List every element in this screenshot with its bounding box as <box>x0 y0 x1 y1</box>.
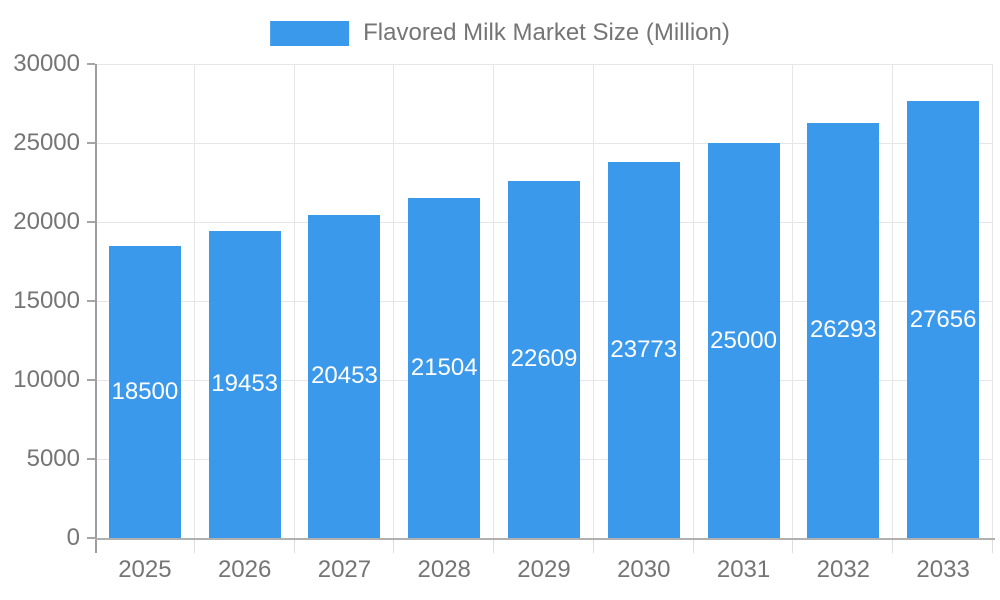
bar-value-label: 18500 <box>111 377 179 405</box>
y-axis-tick <box>87 537 95 539</box>
y-axis-tick-label: 5000 <box>26 445 80 472</box>
x-axis-line <box>95 538 995 540</box>
y-gridline <box>96 63 993 65</box>
x-gridline <box>293 64 295 538</box>
y-axis-tick-label: 15000 <box>13 287 80 314</box>
bar[interactable] <box>807 122 880 538</box>
x-gridline <box>792 64 794 538</box>
x-axis-tick <box>692 540 694 553</box>
x-axis-tick-label: 2025 <box>118 556 172 583</box>
bar[interactable] <box>108 245 181 538</box>
y-axis-tick <box>87 379 95 381</box>
legend-swatch <box>270 20 350 46</box>
bar[interactable] <box>508 180 580 538</box>
bar[interactable] <box>208 230 281 538</box>
bar[interactable] <box>707 143 780 538</box>
y-axis-tick <box>87 142 95 144</box>
x-axis-tick-label: 2030 <box>617 556 671 583</box>
x-axis-tick-label: 2028 <box>417 556 471 583</box>
y-axis-tick-label: 30000 <box>13 50 80 77</box>
bar[interactable] <box>907 101 980 538</box>
x-gridline <box>592 64 594 538</box>
bar[interactable] <box>308 214 381 538</box>
x-gridline <box>493 64 495 538</box>
x-axis-tick-label: 2032 <box>816 556 871 583</box>
y-axis-tick-label: 25000 <box>13 129 80 156</box>
x-gridline <box>892 64 894 538</box>
bar-value-label: 19453 <box>211 370 279 398</box>
x-axis-tick-label: 2031 <box>716 556 771 583</box>
bar-value-label: 21504 <box>410 354 478 382</box>
bar[interactable] <box>607 162 680 538</box>
x-axis-tick <box>193 540 195 553</box>
x-axis-tick <box>293 540 295 553</box>
x-axis-tick <box>892 540 894 553</box>
x-gridline <box>193 64 195 538</box>
x-axis-tick-label: 2033 <box>916 556 970 583</box>
x-axis-tick <box>992 540 993 553</box>
bar-value-label: 27656 <box>909 305 977 333</box>
legend: Flavored Milk Market Size (Million) <box>270 19 730 47</box>
y-axis-tick-label: 0 <box>66 524 80 551</box>
bar[interactable] <box>408 198 481 538</box>
x-axis-tick <box>792 540 794 553</box>
x-axis-tick-label: 2027 <box>317 556 372 583</box>
x-axis-tick <box>493 540 495 553</box>
y-axis-tick-label: 10000 <box>13 366 80 393</box>
legend-label: Flavored Milk Market Size (Million) <box>363 19 730 46</box>
bar-value-label: 22609 <box>510 345 578 373</box>
bar-value-label: 23773 <box>610 336 678 364</box>
y-axis-line <box>95 64 97 553</box>
x-gridline <box>992 64 993 538</box>
plot-area: 0 5000 10000 15000 20000 25000 30000 18500 2025 1… <box>13 50 995 583</box>
x-axis-tick-label: 2026 <box>217 556 272 583</box>
bar-value-label: 26293 <box>809 316 877 344</box>
y-axis-tick <box>87 63 95 65</box>
y-gridline <box>96 142 993 144</box>
x-gridline <box>393 64 395 538</box>
y-axis-tick <box>87 300 95 302</box>
y-axis-tick-label: 20000 <box>13 208 80 235</box>
x-gridline <box>692 64 694 538</box>
bar-value-label: 20453 <box>311 362 378 390</box>
bar-value-label: 25000 <box>710 326 777 354</box>
x-axis-tick <box>592 540 594 553</box>
y-axis-tick <box>87 221 95 223</box>
x-axis-tick <box>393 540 395 553</box>
y-axis-tick <box>87 458 95 460</box>
x-axis-tick-label: 2029 <box>517 556 571 583</box>
